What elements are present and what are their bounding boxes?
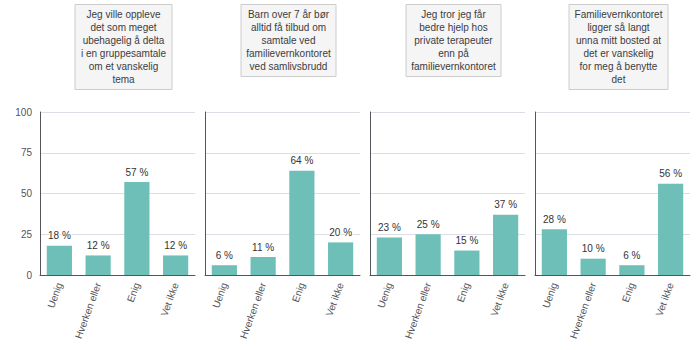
svg-text:Hverken eller: Hverken eller xyxy=(238,281,269,341)
svg-text:18 %: 18 % xyxy=(48,230,71,241)
svg-text:familievernkontoret: familievernkontoret xyxy=(411,61,496,72)
svg-text:37 %: 37 % xyxy=(494,199,517,210)
svg-text:Jeg ville oppleve: Jeg ville oppleve xyxy=(87,9,161,20)
svg-text:ligger så langt: ligger så langt xyxy=(587,22,649,33)
svg-text:ubehagelig å delta: ubehagelig å delta xyxy=(83,35,165,46)
svg-text:Familievernkontoret: Familievernkontoret xyxy=(575,9,663,20)
svg-text:Enig: Enig xyxy=(125,281,142,304)
svg-text:i en gruppesamtale: i en gruppesamtale xyxy=(81,48,166,59)
svg-text:Vet ikke: Vet ikke xyxy=(488,281,510,318)
svg-text:for meg å benytte: for meg å benytte xyxy=(580,61,658,72)
svg-text:Hverken eller: Hverken eller xyxy=(568,281,599,341)
svg-text:Uenig: Uenig xyxy=(45,281,64,309)
svg-text:64 %: 64 % xyxy=(290,155,313,166)
svg-text:25: 25 xyxy=(21,229,33,240)
svg-text:Enig: Enig xyxy=(290,281,307,304)
svg-text:12 %: 12 % xyxy=(87,240,110,251)
svg-text:Barn over 7 år bør: Barn over 7 år bør xyxy=(248,9,330,20)
svg-text:Vet ikke: Vet ikke xyxy=(323,281,345,318)
svg-text:6 %: 6 % xyxy=(216,250,233,261)
svg-text:25 %: 25 % xyxy=(417,219,440,230)
svg-text:familievernkontoret: familievernkontoret xyxy=(246,48,331,59)
svg-text:unna mitt bosted at: unna mitt bosted at xyxy=(576,35,661,46)
svg-text:Hverken eller: Hverken eller xyxy=(403,281,434,341)
svg-text:Hverken eller: Hverken eller xyxy=(73,281,104,341)
svg-text:28 %: 28 % xyxy=(543,214,566,225)
svg-text:Jeg tror jeg får: Jeg tror jeg får xyxy=(421,9,486,20)
svg-text:57 %: 57 % xyxy=(125,167,148,178)
svg-text:12 %: 12 % xyxy=(164,240,187,251)
svg-text:50: 50 xyxy=(21,188,33,199)
svg-text:23 %: 23 % xyxy=(378,222,401,233)
svg-text:56 %: 56 % xyxy=(659,168,682,179)
svg-text:bedre hjelp hos: bedre hjelp hos xyxy=(419,22,487,33)
svg-text:6 %: 6 % xyxy=(623,250,640,261)
svg-text:ved samlivsbrudd: ved samlivsbrudd xyxy=(250,61,328,72)
svg-text:20 %: 20 % xyxy=(329,227,352,238)
svg-text:Enig: Enig xyxy=(455,281,472,304)
svg-text:100: 100 xyxy=(15,107,32,118)
svg-text:det: det xyxy=(612,74,626,85)
svg-text:75: 75 xyxy=(21,147,33,158)
svg-text:11 %: 11 % xyxy=(252,242,274,253)
svg-text:tema: tema xyxy=(112,74,135,85)
svg-text:private terapeuter: private terapeuter xyxy=(414,35,493,46)
svg-text:Uenig: Uenig xyxy=(540,281,559,309)
svg-text:alltid få tilbud om: alltid få tilbud om xyxy=(251,22,326,33)
svg-text:Vet ikke: Vet ikke xyxy=(653,281,675,318)
svg-text:det er vanskelig: det er vanskelig xyxy=(583,48,653,59)
svg-text:Enig: Enig xyxy=(620,281,637,304)
svg-text:Uenig: Uenig xyxy=(210,281,229,309)
svg-text:10 %: 10 % xyxy=(582,243,605,254)
svg-text:om et vanskelig: om et vanskelig xyxy=(89,61,158,72)
svg-text:det som meget: det som meget xyxy=(90,22,156,33)
svg-text:15 %: 15 % xyxy=(455,235,478,246)
svg-text:enn på: enn på xyxy=(438,48,469,59)
svg-text:Uenig: Uenig xyxy=(375,281,394,309)
svg-text:Vet ikke: Vet ikke xyxy=(158,281,180,318)
svg-text:samtale ved: samtale ved xyxy=(262,35,316,46)
svg-text:0: 0 xyxy=(26,270,32,281)
